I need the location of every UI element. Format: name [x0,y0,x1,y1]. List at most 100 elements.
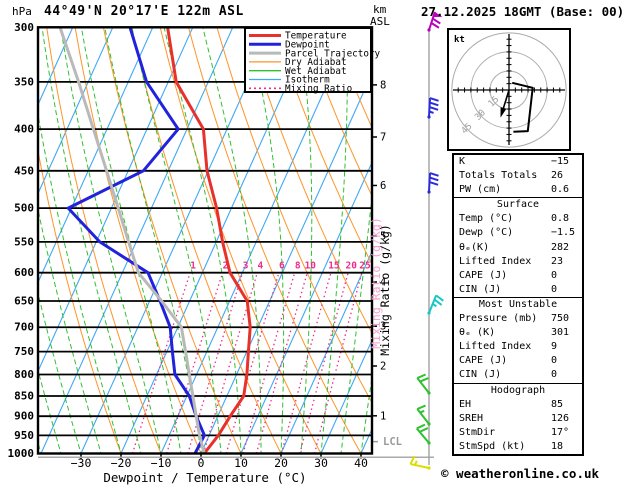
isotherm-line [40,27,234,454]
indices-row: Pressure (mb) 750 [454,312,582,326]
mixing-ratio-value-label: 25 [359,261,371,272]
indices-row-label: Dewp (°C) [459,227,514,239]
indices-row: SREH 126 [454,412,582,426]
dry-adiabat-line [273,27,372,266]
mixing-ratio-value-label: 15 [328,261,340,272]
wind-barb [427,11,443,32]
indices-row-label: CAPE (J) [459,355,508,367]
indices-row: StmSpd (kt) 18 [454,440,582,454]
wet-adiabat-line [41,27,143,454]
barb-feather [413,460,418,466]
storm-motion-arrowhead [500,107,507,118]
indices-row-label: Lifted Index [459,341,532,353]
pressure-tick-label: 650 [14,295,34,308]
pressure-tick-label: 300 [14,21,34,34]
wet-adiabat-line [320,27,348,454]
temp-tick-label: 30 [314,456,328,470]
indices-row-value: 0.8 [551,213,570,225]
mixing-ratio-value-label: 2 [223,261,229,272]
hodograph-unit-label: kt [454,35,465,45]
indices-row: θₑ(K) 282 [454,241,582,255]
indices-row-value: 9 [551,341,558,353]
axes: 3003504004505005506006507007508008509009… [8,21,434,470]
x-axis-title: Dewpoint / Temperature (°C) [103,470,306,485]
indices-section-title: Hodograph [490,384,546,396]
barb-feather [430,22,440,29]
barb-feather [429,106,439,111]
indices-row-value: 18 [551,440,564,452]
dry-adiabat-line [585,26,629,470]
lcl-label: LCL [383,436,402,448]
dry-adiabat-line [38,148,122,454]
indices-section: Most Unstable Pressure (mb) 750 θₑ (K) 301 Li… [454,296,582,383]
indices-row: θₑ (K) 301 [454,326,582,340]
pressure-tick-label: 500 [14,202,34,215]
indices-row: Dewp (°C) −1.5 [454,226,582,240]
indices-row-value: 301 [551,327,570,339]
indices-row-value: 0.6 [551,184,570,196]
barb-stem [410,463,430,469]
barb-origin-dot [427,441,431,445]
barb-feather [416,404,426,410]
indices-row: CIN (J) 0 [454,368,582,382]
pressure-tick-label: 800 [14,368,34,381]
legend-item-label: Dry Adiabat [285,57,347,68]
mixing-ratio-line [280,272,332,454]
indices-row-value: 0 [551,369,558,381]
pressure-tick-label: 1000 [8,447,35,460]
mixing-ratio-value-label: 10 [305,261,317,272]
mixing-ratio-value-label: 6 [279,261,285,272]
wind-barb [416,404,431,426]
barb-origin-dot [427,422,431,426]
indices-row-label: PW (cm) [459,184,502,196]
isotherm-line [280,249,372,454]
indices-row-value: 126 [551,412,570,424]
indices-row: CAPE (J) 0 [454,269,582,283]
legend-box [244,27,372,93]
indices-row-value: 85 [551,398,564,410]
wet-adiabat-line [202,27,263,454]
dry-adiabat-line [46,27,162,454]
mixing-ratio-value-label: 4 [257,261,263,272]
mixing-ratio-value-label: 3 [243,261,249,272]
temperature-curve [166,27,252,454]
pressure-tick-label: 950 [14,429,34,442]
pressure-tick-label: 700 [14,321,34,334]
copyright-footer: © weatheronline.co.uk [441,466,600,481]
pressure-tick-label: 400 [14,123,34,136]
km-tick-label: 1 [380,410,386,422]
isotherm-line [120,27,314,454]
asl-unit-label: ASL [370,15,390,28]
mixing-ratio-value-label: 8 [295,261,301,272]
wind-barb [427,97,439,119]
indices-row-value: 282 [551,241,570,253]
indices-row-value: 17° [551,426,570,438]
wet-adiabat-line [38,290,83,454]
wet-adiabat-line [298,27,313,454]
barb-feather [435,294,444,302]
barb-feather [429,181,439,186]
mixing-ratio-value-label: 1 [190,261,196,272]
indices-row: K −15 [454,155,582,169]
legend-item-label: Isotherm [285,75,330,86]
indices-row-label: Temp (°C) [459,213,514,225]
indices-row-label: Totals Totals [459,170,538,182]
barb-stem [416,408,430,425]
indices-section-title: Most Unstable [478,298,558,310]
mixing-ratio-line [242,272,296,454]
wet-adiabat-line [80,27,183,454]
pressure-tick-label: 900 [14,410,34,423]
dry-adiabat-line [102,27,242,454]
indices-row: Temp (°C) 0.8 [454,212,582,226]
barb-stem [416,377,430,394]
indices-row-label: EH [459,398,472,410]
wet-adiabat-line [0,15,7,471]
isotherm-line [38,27,74,106]
isotherm-line [320,338,372,454]
pressure-tick-label: 750 [14,345,34,358]
legend-item-label: Wet Adiabat [285,66,347,77]
temp-tick-label: −20 [111,456,132,470]
wet-adiabat-line [247,27,285,454]
temp-tick-label: 0 [198,456,205,470]
